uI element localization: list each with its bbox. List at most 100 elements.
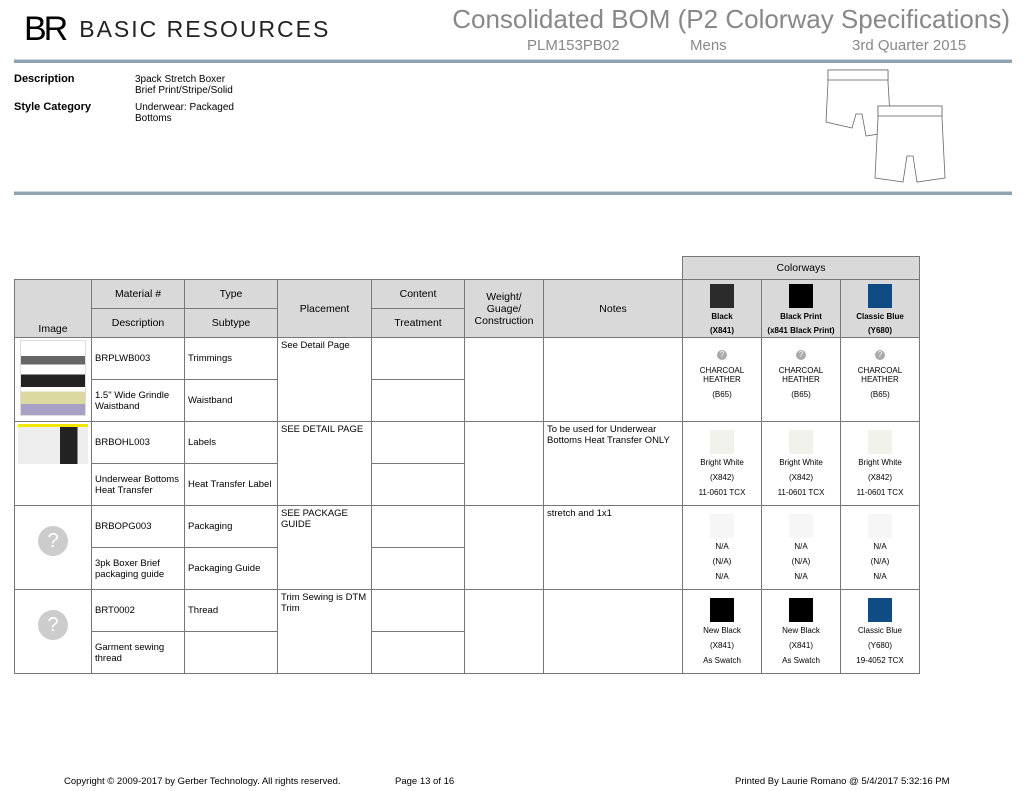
brand-name: BASIC RESOURCES [79,16,331,42]
printed-by: Printed By Laurie Romano @ 5/4/2017 5:32… [735,776,950,787]
material-number: BRT0002 [91,589,185,632]
description-value: 3pack Stretch Boxer Brief Print/Stripe/S… [135,74,233,96]
color-code: (X841) [788,641,813,650]
colorway-cell: New Black (X841) As Swatch [761,589,841,674]
style-category-label: Style Category [14,101,92,113]
material-number: BRBOHL003 [91,421,185,464]
type: Labels [184,421,278,464]
type: Trimmings [184,337,278,380]
colorway-name: Black [711,312,733,321]
color-ref: N/A [873,572,887,581]
colorway-code: (X841) [709,326,734,335]
color-ref: N/A [715,572,729,581]
color-name: New Black [782,626,820,635]
colorway-header: Black (X841) [682,279,762,338]
brand-logo: BR BASIC RESOURCES [24,10,330,49]
treatment [371,379,465,422]
material-description: Underwear Bottoms Heat Transfer [91,463,185,506]
header-type: Type [184,279,278,309]
subtype: Waistband [184,379,278,422]
color-swatch [710,598,734,622]
unknown-color-icon: ? [796,350,806,360]
material-thumbnail[interactable] [20,340,86,416]
header-weight: Weight/ Guage/ Construction [464,279,544,338]
colorway-cell: N/A (N/A) N/A [682,505,762,590]
placement: SEE DETAIL PAGE [277,421,372,506]
colorway-cell: N/A (N/A) N/A [761,505,841,590]
content [371,337,465,380]
header-placement: Placement [277,279,372,338]
header-image: Image [14,279,92,338]
weight [464,505,544,590]
image-cell: ? [14,589,92,674]
color-name: CHARCOAL HEATHER [857,366,903,384]
colorway-cell: Bright White (X842) 11-0601 TCX [761,421,841,506]
colorway-cell: N/A (N/A) N/A [840,505,920,590]
color-swatch [789,430,813,454]
content [371,421,465,464]
color-swatch [789,514,813,538]
subtype: Packaging Guide [184,547,278,590]
style-number: PLM153PB02 [527,37,620,54]
colorway-code: (Y680) [867,326,892,335]
color-name: Bright White [779,458,823,467]
type: Packaging [184,505,278,548]
color-swatch [710,430,734,454]
color-name: CHARCOAL HEATHER [699,366,745,384]
weight [464,421,544,506]
color-swatch [868,514,892,538]
color-name: Classic Blue [857,626,902,635]
colorways-header: Colorways [682,256,920,280]
image-cell: ? [14,505,92,590]
colorway-cell: ? CHARCOAL HEATHER (B65) [682,337,762,422]
color-name: New Black [703,626,741,635]
notes [543,589,683,674]
color-name: CHARCOAL HEATHER [778,366,824,384]
table-row: BRPLWB003 Trimmings See Detail Page ? CHA… [14,337,920,422]
color-code: (B65) [870,390,890,399]
division: Mens [690,37,727,54]
color-ref: 19-4052 TCX [856,656,904,665]
header-content: Content [371,279,465,309]
color-ref: As Swatch [782,656,820,665]
color-name: N/A [794,542,808,551]
color-code: (N/A) [712,557,732,566]
copyright: Copyright © 2009-2017 by Gerber Technolo… [64,776,341,787]
color-code: (N/A) [791,557,811,566]
color-code: (B65) [791,390,811,399]
header-description: Description [91,308,185,338]
subtype: Heat Transfer Label [184,463,278,506]
header-subtype: Subtype [184,308,278,338]
material-description: 3pk Boxer Brief packaging guide [91,547,185,590]
type: Thread [184,589,278,632]
unknown-color-icon: ? [717,350,727,360]
colorway-swatch [868,284,892,308]
missing-image-icon: ? [38,610,68,640]
color-code: (X842) [709,473,734,482]
colorway-cell: ? CHARCOAL HEATHER (B65) [840,337,920,422]
material-thumbnail[interactable] [18,424,88,464]
colorway-cell: Bright White (X842) 11-0601 TCX [840,421,920,506]
material-number: BRPLWB003 [91,337,185,380]
subtype [184,631,278,674]
material-description: 1.5" Wide Grindle Waistband [91,379,185,422]
color-ref: 11-0601 TCX [856,488,904,497]
placement: SEE PACKAGE GUIDE [277,505,372,590]
image-cell [14,337,92,422]
notes: stretch and 1x1 [543,505,683,590]
notes [543,337,683,422]
unknown-color-icon: ? [875,350,885,360]
colorway-cell: ? CHARCOAL HEATHER (B65) [761,337,841,422]
color-ref: N/A [794,572,808,581]
description-label: Description [14,73,75,85]
style-category-value: Underwear: Packaged Bottoms [135,102,234,124]
divider [14,191,1012,195]
color-code: (X842) [788,473,813,482]
color-name: N/A [873,542,887,551]
color-swatch [710,514,734,538]
header-material: Material # [91,279,185,309]
garment-sketch [825,69,946,183]
color-code: (X841) [709,641,734,650]
color-code: (X842) [867,473,892,482]
material-description: Garment sewing thread [91,631,185,674]
